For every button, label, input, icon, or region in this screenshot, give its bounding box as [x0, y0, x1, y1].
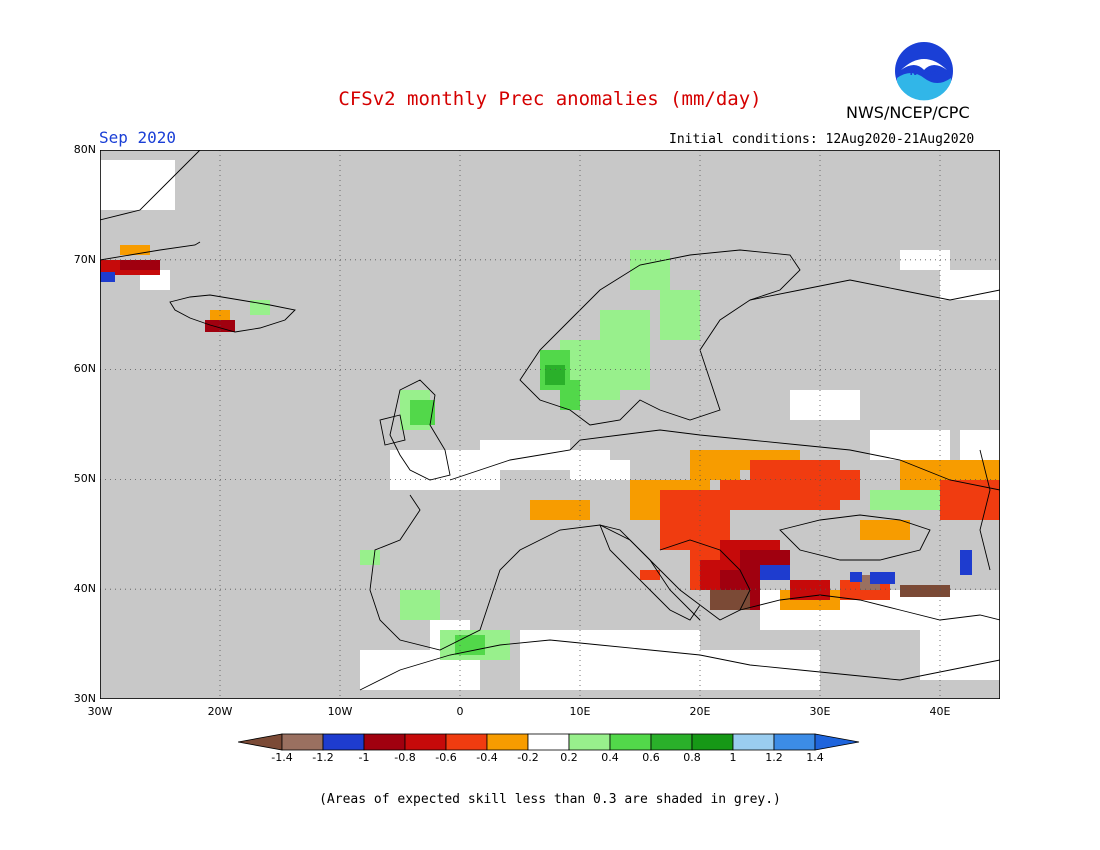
anomaly-cell: [410, 400, 435, 425]
colorbar-bin: [281, 733, 324, 751]
colorbar-bin: [691, 733, 734, 751]
anomaly-cell: [760, 565, 790, 580]
anomaly-cell: [940, 270, 1000, 300]
anomaly-cell: [570, 460, 630, 480]
colorbar-label: 1: [729, 751, 737, 764]
colorbar-bin: [404, 733, 447, 751]
lon-tick: 10W: [327, 705, 353, 718]
map-title: CFSv2 monthly Prec anomalies (mm/day): [338, 88, 762, 110]
anomaly-cell: [120, 260, 160, 270]
anomaly-cell: [920, 630, 1000, 680]
anomaly-cell: [900, 585, 950, 597]
lat-tick: 40N: [73, 582, 96, 595]
anomaly-cell: [790, 390, 860, 420]
colorbar-bin: [650, 733, 693, 751]
anomaly-cell: [870, 572, 895, 584]
colorbar-bin: [732, 733, 775, 751]
colorbar-label: -1.4: [271, 751, 293, 764]
colorbar-label: -1: [358, 751, 370, 764]
graticule: [100, 150, 1000, 699]
anomaly-cell: [790, 580, 830, 600]
colorbar-bin: [568, 733, 611, 751]
lon-tick: 20W: [207, 705, 233, 718]
colorbar-label: 1.4: [806, 751, 824, 764]
anomaly-cell: [455, 635, 485, 655]
anomaly-cell: [530, 500, 590, 520]
anomaly-cell: [960, 550, 972, 575]
lat-tick: 70N: [73, 253, 96, 266]
colorbar-bin: [238, 733, 283, 751]
agency-label: NWS/NCEP/CPC: [846, 103, 970, 122]
colorbar-label: -1.2: [312, 751, 334, 764]
colorbar-label: -0.2: [517, 751, 539, 764]
anomaly-cell: [870, 490, 950, 510]
anomaly-cell: [710, 590, 750, 610]
anomaly-cell: [660, 290, 700, 340]
colorbar-label: -0.8: [394, 751, 416, 764]
anomaly-cell: [545, 365, 565, 385]
colorbar-bin: [486, 733, 529, 751]
anomaly-cell: [800, 470, 860, 500]
colorbar-label: 1.2: [765, 751, 783, 764]
coastlines: [100, 150, 1000, 691]
noaa-logo-icon: NOAA: [895, 42, 953, 101]
lat-tick: 30N: [73, 692, 96, 705]
anomaly-cell: [850, 572, 862, 582]
colorbar-bin: [527, 733, 570, 751]
lon-tick: 20E: [689, 705, 711, 718]
lat-tick: 80N: [73, 143, 96, 156]
colorbar-label: 0.2: [560, 751, 578, 764]
anomaly-cell: [690, 450, 740, 480]
colorbar-label: 0.8: [683, 751, 701, 764]
anomaly-cell: [940, 480, 1000, 520]
colorbar-label: -0.6: [435, 751, 457, 764]
colorbar-bin: [363, 733, 406, 751]
precip-anomaly-map: [100, 150, 1000, 699]
lat-tick: 60N: [73, 362, 96, 375]
colorbar-bin: [609, 733, 652, 751]
anomaly-cell: [120, 245, 150, 255]
anomaly-cell: [360, 550, 380, 565]
lon-tick: 40E: [929, 705, 951, 718]
colorbar-bin: [773, 733, 816, 751]
lon-tick: 30W: [87, 705, 113, 718]
anomaly-cell: [520, 630, 700, 690]
skill-note: (Areas of expected skill less than 0.3 a…: [319, 792, 781, 807]
lon-tick: 10E: [569, 705, 591, 718]
lon-tick: 30E: [809, 705, 831, 718]
colorbar-bin: [322, 733, 365, 751]
anomaly-cell: [660, 490, 730, 550]
lat-tick: 50N: [73, 472, 96, 485]
anomaly-cell: [400, 590, 440, 620]
anomaly-cell: [640, 570, 660, 580]
initial-conditions: Initial conditions: 12Aug2020-21Aug2020: [669, 132, 975, 147]
anomaly-cells: [100, 160, 1000, 690]
forecast-month: Sep 2020: [99, 128, 177, 147]
colorbar-label: 0.4: [601, 751, 619, 764]
colorbar-label: -0.4: [476, 751, 498, 764]
anomaly-cell: [630, 250, 670, 290]
colorbar-bin: [445, 733, 488, 751]
anomaly-cell: [560, 380, 580, 410]
logo-text: NOAA: [910, 68, 939, 78]
colorbar: [238, 733, 860, 751]
colorbar-bin: [814, 733, 860, 751]
anomaly-cell: [100, 272, 115, 282]
lon-tick: 0: [456, 705, 464, 718]
anomaly-cell: [100, 160, 175, 210]
colorbar-label: 0.6: [642, 751, 660, 764]
anomaly-cell: [870, 430, 950, 460]
anomaly-cell: [860, 520, 910, 540]
